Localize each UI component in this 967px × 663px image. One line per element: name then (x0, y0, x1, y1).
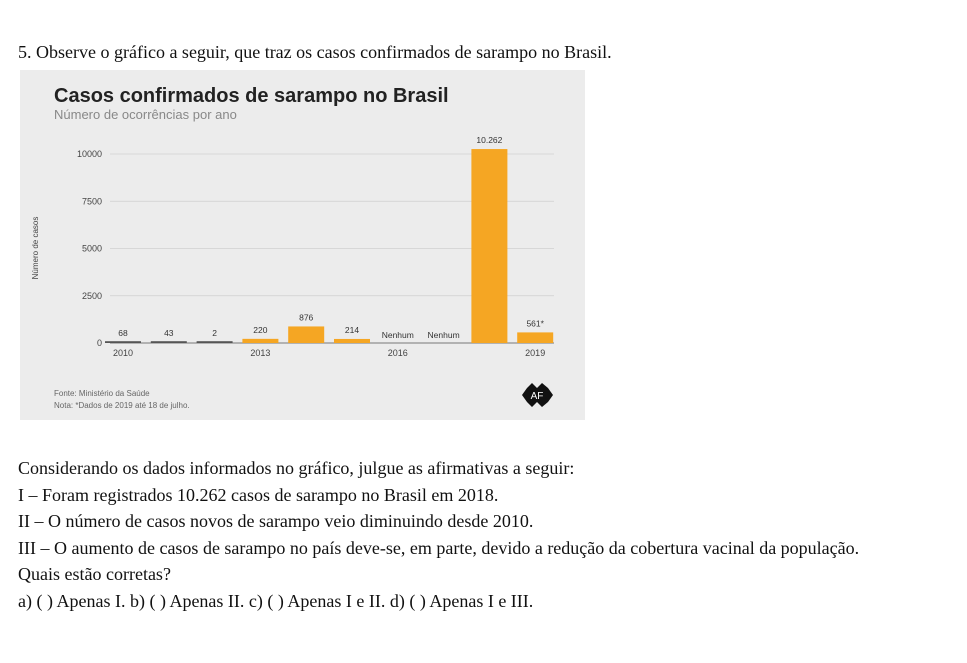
chart-card: Casos confirmados de sarampo no Brasil N… (20, 70, 585, 420)
bar-chart: Casos confirmados de sarampo no Brasil N… (31, 85, 554, 410)
answer-options: a) ( ) Apenas I. b) ( ) Apenas II. c) ( … (18, 590, 534, 611)
data-label-2015: 214 (345, 325, 359, 335)
data-label-2010: 68 (118, 328, 128, 338)
y-axis-label: Número de casos (31, 217, 40, 280)
data-label-2019: 561* (526, 318, 544, 328)
data-label-2013: 220 (253, 325, 267, 335)
y-tick-label: 7500 (82, 196, 102, 206)
data-label-2016: Nenhum (382, 330, 414, 340)
y-tick-label: 2500 (82, 291, 102, 301)
statement-i: I – Foram registrados 10.262 casos de sa… (18, 484, 499, 505)
chart-source: Fonte: Ministério da Saúde (54, 389, 150, 398)
chart-title: Casos confirmados de sarampo no Brasil (54, 85, 449, 107)
data-label-2012: 2 (212, 328, 217, 338)
chart-note: Nota: *Dados de 2019 até 18 de julho. (54, 401, 190, 410)
data-label-2014: 876 (299, 312, 313, 322)
y-tick-label: 5000 (82, 244, 102, 254)
x-tick-label-2010: 2010 (113, 348, 133, 358)
data-label-2018: 10.262 (476, 135, 502, 145)
bar-2013 (242, 338, 279, 343)
x-tick-label-2013: 2013 (250, 348, 270, 358)
question-intro: Considerando os dados informados no gráf… (18, 458, 575, 478)
bar-2012 (196, 341, 233, 343)
data-label-2017: Nenhum (428, 330, 460, 340)
bar-2010 (105, 341, 141, 343)
data-label-2011: 43 (164, 328, 174, 338)
y-tick-label: 10000 (77, 149, 102, 159)
bar-2019 (517, 332, 554, 343)
x-tick-label-2019: 2019 (525, 348, 545, 358)
bar-2011 (150, 341, 187, 343)
x-tick-label-2016: 2016 (388, 348, 408, 358)
statement-ii: II – O número de casos novos de sarampo … (18, 511, 534, 531)
statement-iii: III – O aumento de casos de sarampo no p… (18, 537, 860, 558)
question-prompt: Quais estão corretas? (18, 564, 171, 584)
question-title: 5. Observe o gráfico a seguir, que traz … (18, 42, 612, 62)
bar-2015 (334, 338, 370, 343)
y-tick-label: 0 (97, 338, 102, 348)
bar-2014 (288, 326, 325, 343)
chart-subtitle: Número de ocorrências por ano (54, 107, 237, 122)
question-body: Considerando os dados informados no gráf… (18, 455, 918, 614)
publisher-logo-text: AF (531, 391, 544, 402)
bar-2018 (471, 149, 508, 343)
publisher-logo: AF (522, 383, 553, 407)
